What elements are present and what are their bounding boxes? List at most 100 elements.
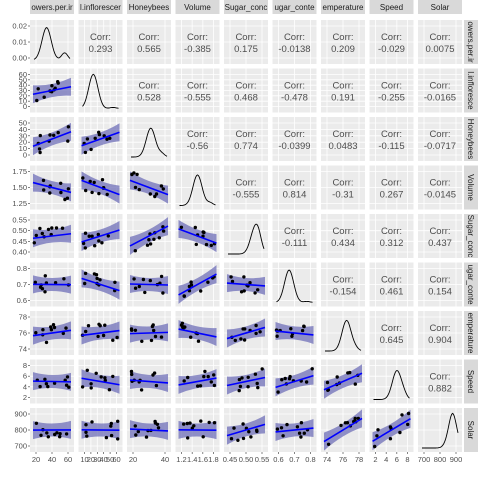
regression-line [81, 377, 120, 386]
data-point [94, 273, 99, 277]
corr-value: 0.814 [283, 190, 307, 201]
y-tick-label: 0.50 [12, 226, 27, 235]
x-tick-label: 1.6 [198, 455, 208, 464]
regression-line [226, 423, 266, 437]
data-point [255, 381, 259, 386]
data-point [39, 433, 43, 437]
data-point [152, 328, 156, 333]
panel-5-1 [78, 262, 123, 307]
regression-line [323, 372, 363, 391]
data-point [49, 325, 53, 329]
data-point [406, 411, 411, 416]
y-tick-label: 0.7 [17, 280, 27, 289]
x-tick-label: 6 [395, 455, 399, 464]
data-point [44, 340, 49, 345]
x-tick-label: 40 [100, 455, 108, 464]
panel-5-5 [272, 262, 317, 307]
x-tick-label: 20 [32, 455, 40, 464]
data-point [101, 333, 106, 338]
corr-label: Corr: [429, 226, 450, 237]
panel-1-3: Corr:-0.555 [175, 68, 220, 113]
data-point [129, 327, 134, 331]
data-point [209, 380, 213, 384]
regression-line [32, 380, 72, 383]
panel-3-0: 1.25 1.50 1.75 [12, 165, 74, 210]
data-point [89, 147, 93, 152]
data-point [52, 133, 56, 137]
data-point [148, 192, 152, 196]
density-curve [325, 319, 362, 352]
panel-0-5: Corr:-0.0138 [272, 20, 317, 64]
data-point [132, 171, 136, 175]
data-point [103, 323, 107, 327]
column-strip-label: Speed [380, 3, 403, 12]
corr-label: Corr: [187, 129, 208, 140]
corr-value: 0.882 [428, 384, 452, 395]
corr-label: Corr: [90, 32, 111, 43]
data-point [43, 377, 47, 381]
column-strip-label: Sugar_conc [225, 3, 268, 12]
panel-background [369, 117, 414, 161]
corr-value: 0.565 [137, 44, 161, 55]
data-point [161, 229, 166, 233]
data-point [66, 187, 71, 191]
data-point [230, 279, 235, 284]
y-tick-label: 76 [19, 329, 27, 338]
x-tick-label: 78 [355, 455, 363, 464]
x-tick-label: 10 [80, 455, 88, 464]
row-strip [464, 311, 478, 355]
corr-value: -0.0399 [278, 141, 310, 152]
row-strip [464, 165, 478, 210]
data-point [239, 337, 243, 341]
panel-2-2 [127, 117, 171, 161]
data-point [253, 291, 257, 295]
corr-value: 0.267 [380, 190, 404, 201]
panel-6-0: 74 76 78 [19, 311, 74, 355]
corr-value: 0.904 [428, 335, 452, 346]
column-strip-label: emperature [323, 3, 364, 12]
data-point [59, 181, 63, 185]
data-point [109, 433, 114, 438]
data-point [42, 95, 46, 99]
corr-value: -0.555 [184, 93, 211, 104]
column-strip [224, 0, 268, 14]
regression-line [178, 328, 217, 338]
data-point [388, 425, 393, 429]
corr-value: 0.461 [380, 287, 404, 298]
y-tick-label: 0.6 [17, 296, 27, 305]
regression-line [32, 85, 72, 96]
data-point [40, 231, 44, 236]
regression-line [81, 131, 120, 147]
x-tick-label: 40 [48, 455, 56, 464]
data-point [242, 275, 246, 279]
data-point [130, 372, 134, 377]
column-strip-label: ugar_conte [274, 3, 315, 12]
data-point [212, 383, 217, 388]
panel-3-2 [127, 165, 171, 210]
regression-line [129, 379, 169, 384]
y-tick-label: 1.25 [12, 199, 27, 208]
row-strip [464, 214, 478, 258]
data-point [89, 386, 93, 390]
data-point [299, 421, 304, 425]
panel-8-0: 700 800 900 20 40 60 [14, 408, 74, 464]
regression-line [129, 225, 169, 247]
data-point [198, 384, 203, 388]
panel-5-0: 0.6 0.7 0.8 [17, 262, 74, 307]
panel-5-8: Corr:0.154 [418, 262, 462, 307]
panel-0-4: Corr:0.175 [224, 20, 268, 64]
regression-line [372, 418, 411, 442]
data-point [209, 243, 213, 248]
corr-value: -0.0717 [424, 141, 456, 152]
data-point [207, 420, 211, 425]
data-point [143, 290, 147, 295]
data-point [182, 379, 186, 383]
column-strip [321, 0, 365, 14]
corr-value: 0.645 [380, 335, 404, 346]
regression-line [32, 232, 72, 240]
data-point [150, 324, 155, 329]
panel-6-4 [224, 311, 268, 355]
data-point [116, 419, 120, 423]
density-curve [33, 27, 71, 60]
